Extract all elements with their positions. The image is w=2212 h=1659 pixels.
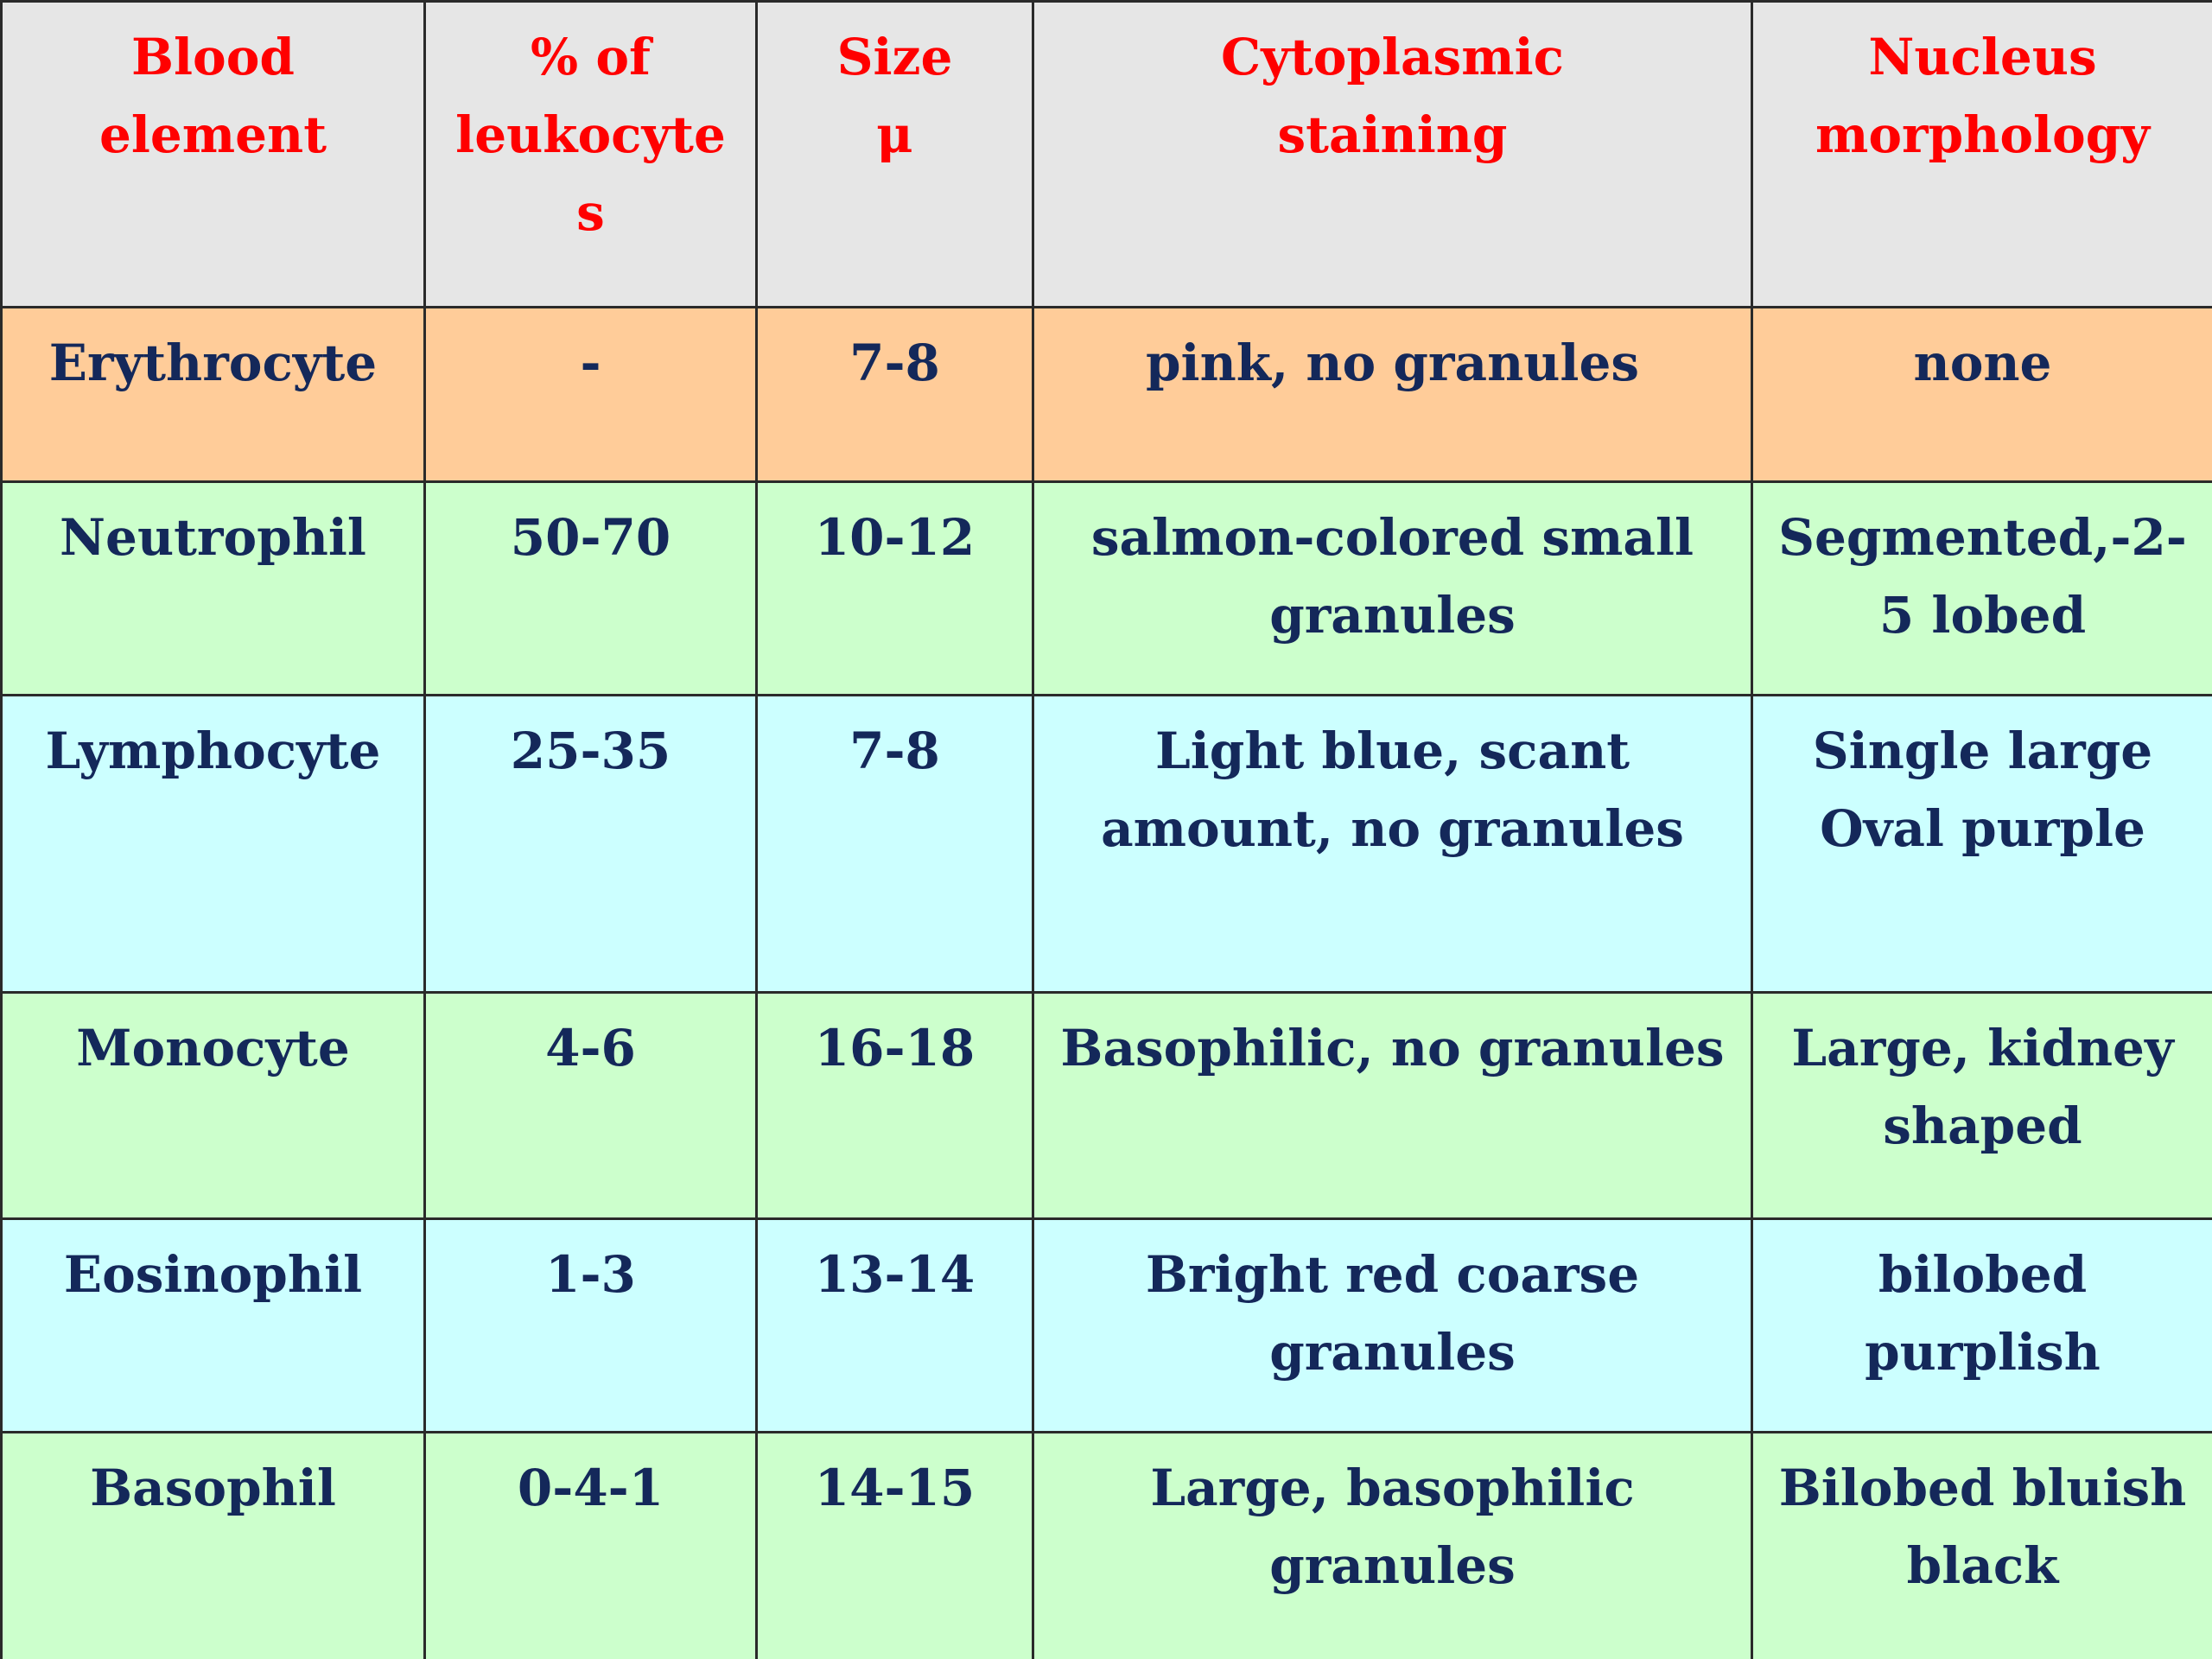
cell-nucleus-morphology: Bilobed bluish black [1751,1431,2212,1659]
cell-cytoplasmic-staining: Bright red coarse granules [1032,1217,1753,1433]
cell-nucleus-morphology: bilobed purplish [1751,1217,2212,1433]
cell-size: 16-18 [755,991,1034,1220]
cell-nucleus-morphology: Segmented,-2- 5 lobed [1751,480,2212,696]
cell-cytoplasmic-staining: Basophilic, no granules [1032,991,1753,1220]
cell-nucleus-morphology: none [1751,306,2212,483]
cell-nucleus-morphology: Large, kidney shaped [1751,991,2212,1220]
table-row: Eosinophil 1-3 13-14 Bright red coarse g… [0,1217,2212,1433]
header-size: Size μ [755,0,1034,308]
cell-percent-leukocytes: 0-4-1 [423,1431,758,1659]
header-row: Blood element % of leukocyte s Size μ Cy… [0,0,2212,308]
cell-blood-element: Lymphocyte [0,694,426,994]
cell-cytoplasmic-staining: Light blue, scant amount, no granules [1032,694,1753,994]
cell-nucleus-morphology: Single large Oval purple [1751,694,2212,994]
cell-percent-leukocytes: - [423,306,758,483]
table-row: Erythrocyte - 7-8 pink, no granules none [0,306,2212,483]
cell-size: 10-12 [755,480,1034,696]
cell-blood-element: Basophil [0,1431,426,1659]
cell-percent-leukocytes: 25-35 [423,694,758,994]
cell-percent-leukocytes: 4-6 [423,991,758,1220]
cell-size: 7-8 [755,306,1034,483]
cell-size: 7-8 [755,694,1034,994]
cell-blood-element: Neutrophil [0,480,426,696]
cell-blood-element: Monocyte [0,991,426,1220]
table-row: Neutrophil 50-70 10-12 salmon-colored sm… [0,480,2212,696]
cell-blood-element: Erythrocyte [0,306,426,483]
cell-percent-leukocytes: 50-70 [423,480,758,696]
cell-size: 13-14 [755,1217,1034,1433]
table-row: Monocyte 4-6 16-18 Basophilic, no granul… [0,991,2212,1220]
header-percent-leukocytes: % of leukocyte s [423,0,758,308]
cell-percent-leukocytes: 1-3 [423,1217,758,1433]
header-cytoplasmic-staining: Cytoplasmic staining [1032,0,1753,308]
table-row: Basophil 0-4-1 14-15 Large, basophilic g… [0,1431,2212,1659]
cell-blood-element: Eosinophil [0,1217,426,1433]
cell-cytoplasmic-staining: pink, no granules [1032,306,1753,483]
cell-size: 14-15 [755,1431,1034,1659]
table-row: Lymphocyte 25-35 7-8 Light blue, scant a… [0,694,2212,994]
cell-cytoplasmic-staining: salmon-colored small granules [1032,480,1753,696]
cell-cytoplasmic-staining: Large, basophilic granules [1032,1431,1753,1659]
header-blood-element: Blood element [0,0,426,308]
header-nucleus-morphology: Nucleus morphology [1751,0,2212,308]
